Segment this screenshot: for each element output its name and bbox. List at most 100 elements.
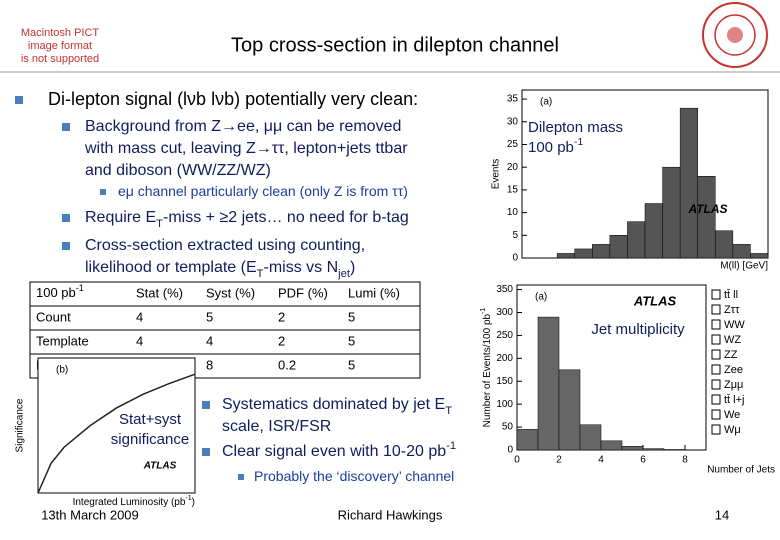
table-cell: 5 bbox=[348, 333, 355, 348]
text-run: Systematics dominated by jet E bbox=[222, 396, 445, 413]
x-axis-label: M(ll) [GeV] bbox=[720, 261, 768, 272]
bullet-marker bbox=[100, 189, 106, 195]
table-header: Syst (%) bbox=[206, 285, 255, 300]
bullet-text: scale, ISR/FSR bbox=[222, 418, 331, 435]
legend-label: WW bbox=[724, 319, 745, 331]
histogram-bar bbox=[715, 230, 734, 259]
y-tick-label: 200 bbox=[496, 353, 513, 364]
legend-swatch bbox=[711, 394, 721, 405]
text-run: Integrated Luminosity (pb bbox=[73, 497, 186, 508]
bullet-marker bbox=[238, 474, 244, 480]
overlay-text: Jet multiplicity bbox=[591, 321, 685, 338]
histogram-bar bbox=[642, 448, 665, 451]
text-run: -miss vs N bbox=[263, 259, 338, 276]
y-tick-label: 20 bbox=[507, 162, 519, 173]
legend-swatch bbox=[711, 334, 721, 345]
subscript: T bbox=[156, 218, 163, 230]
y-tick-label: 0 bbox=[512, 253, 518, 264]
legend-swatch bbox=[711, 424, 721, 435]
histogram-bar bbox=[732, 244, 751, 259]
logo-text: Macintosh PICT bbox=[21, 27, 100, 39]
bullet-marker bbox=[62, 242, 70, 250]
text-run: 100 pb bbox=[528, 139, 574, 156]
histogram-bar bbox=[697, 176, 716, 259]
text-run: likelihood or template (E bbox=[85, 259, 257, 276]
x-axis-label: Integrated Luminosity (pb-1) bbox=[73, 495, 195, 507]
legend-swatch bbox=[711, 379, 721, 390]
text-run: Number of Events/100 pb bbox=[482, 313, 493, 427]
overlay-text: 100 pb-1 bbox=[528, 136, 583, 156]
text-run: -miss + ≥2 jets… no need for b-tag bbox=[163, 209, 409, 226]
table-cell: 4 bbox=[136, 333, 143, 348]
overlay-text: Stat+syst bbox=[119, 411, 182, 428]
y-tick-label: 35 bbox=[507, 94, 519, 105]
footer-author: Richard Hawkings bbox=[338, 507, 443, 522]
text-run: scale, ISR/FSR bbox=[222, 418, 331, 435]
footer-page: 14 bbox=[715, 507, 729, 522]
y-axis-label: Number of Events/100 pb-1 bbox=[480, 308, 492, 428]
histogram-bar bbox=[644, 203, 663, 259]
bullet-text: with mass cut, leaving Z→ττ, lepton+jets… bbox=[84, 140, 408, 157]
histogram-bar bbox=[662, 166, 681, 259]
histogram-bar bbox=[579, 424, 602, 451]
bullet-text: likelihood or template (ET-miss vs Njet) bbox=[85, 259, 355, 280]
legend-label: tt̄ ll bbox=[724, 289, 738, 301]
bullet-text: Background from Z→ee, μμ can be removed bbox=[85, 118, 401, 135]
text-run: Background from Z→ee, μμ can be removed bbox=[85, 118, 401, 135]
legend-label: Zee bbox=[724, 364, 743, 376]
histogram-bar bbox=[537, 316, 560, 451]
histogram-bar bbox=[574, 248, 593, 259]
superscript: -1 bbox=[574, 136, 583, 148]
y-tick-label: 30 bbox=[507, 116, 519, 127]
bullet-marker bbox=[62, 123, 70, 131]
subscript: T bbox=[257, 268, 264, 280]
bullet-text: eμ channel particularly clean (only Z is… bbox=[118, 183, 408, 199]
legend-label: We bbox=[724, 409, 740, 421]
table-cell: 5 bbox=[206, 309, 213, 324]
text-run: 100 pb bbox=[36, 285, 76, 300]
y-tick-label: 5 bbox=[512, 230, 518, 241]
superscript: -1 bbox=[446, 440, 456, 452]
histogram-bar bbox=[592, 244, 611, 259]
text-run: significance bbox=[111, 431, 189, 448]
superscript: -1 bbox=[76, 283, 84, 293]
bullet-marker bbox=[15, 96, 23, 104]
significance-curve bbox=[37, 373, 196, 494]
table-cell: 2 bbox=[278, 309, 285, 324]
table-cell: 4 bbox=[206, 333, 213, 348]
legend-swatch bbox=[711, 349, 721, 360]
panel-label: (a) bbox=[535, 292, 547, 303]
y-tick-label: 25 bbox=[507, 139, 519, 150]
legend-swatch bbox=[711, 409, 721, 420]
legend-label: WZ bbox=[724, 334, 741, 346]
text-run: Probably the ‘discovery’ channel bbox=[254, 468, 454, 484]
text-run: Clear signal even with 10-20 pb bbox=[222, 443, 446, 460]
x-tick-label: 8 bbox=[682, 455, 688, 466]
histogram-bar bbox=[516, 429, 539, 451]
legend-swatch bbox=[711, 364, 721, 375]
x-tick-label: 0 bbox=[514, 455, 520, 466]
table-cell: 0.2 bbox=[278, 357, 296, 372]
table-cell: Count bbox=[36, 309, 71, 324]
legend-label: tt̄ l+j bbox=[724, 394, 744, 406]
y-tick-label: 0 bbox=[507, 445, 513, 456]
y-axis-label: Significance bbox=[15, 398, 26, 452]
bullet-text: Require ET-miss + ≥2 jets… no need for b… bbox=[85, 209, 409, 230]
y-tick-label: 50 bbox=[502, 422, 514, 433]
histogram-bar bbox=[621, 446, 644, 451]
subscript: T bbox=[445, 405, 452, 417]
text-run: Di-lepton signal (lνb lνb) potentially v… bbox=[48, 89, 418, 109]
table-cell: Template bbox=[36, 333, 89, 348]
bullet-text: Di-lepton signal (lνb lνb) potentially v… bbox=[48, 89, 418, 109]
y-tick-label: 250 bbox=[496, 330, 513, 341]
footer-date: 13th March 2009 bbox=[41, 507, 139, 522]
logo-text: image format bbox=[28, 40, 92, 52]
plot-frame bbox=[37, 357, 196, 494]
histogram-bar bbox=[750, 253, 769, 259]
bullet-text: Clear signal even with 10-20 pb-1 bbox=[222, 440, 456, 460]
x-tick-label: 4 bbox=[598, 455, 604, 466]
table-header: Stat (%) bbox=[136, 285, 183, 300]
histogram-bar bbox=[609, 235, 628, 259]
table-cell: 5 bbox=[348, 357, 355, 372]
legend-swatch bbox=[711, 289, 721, 300]
